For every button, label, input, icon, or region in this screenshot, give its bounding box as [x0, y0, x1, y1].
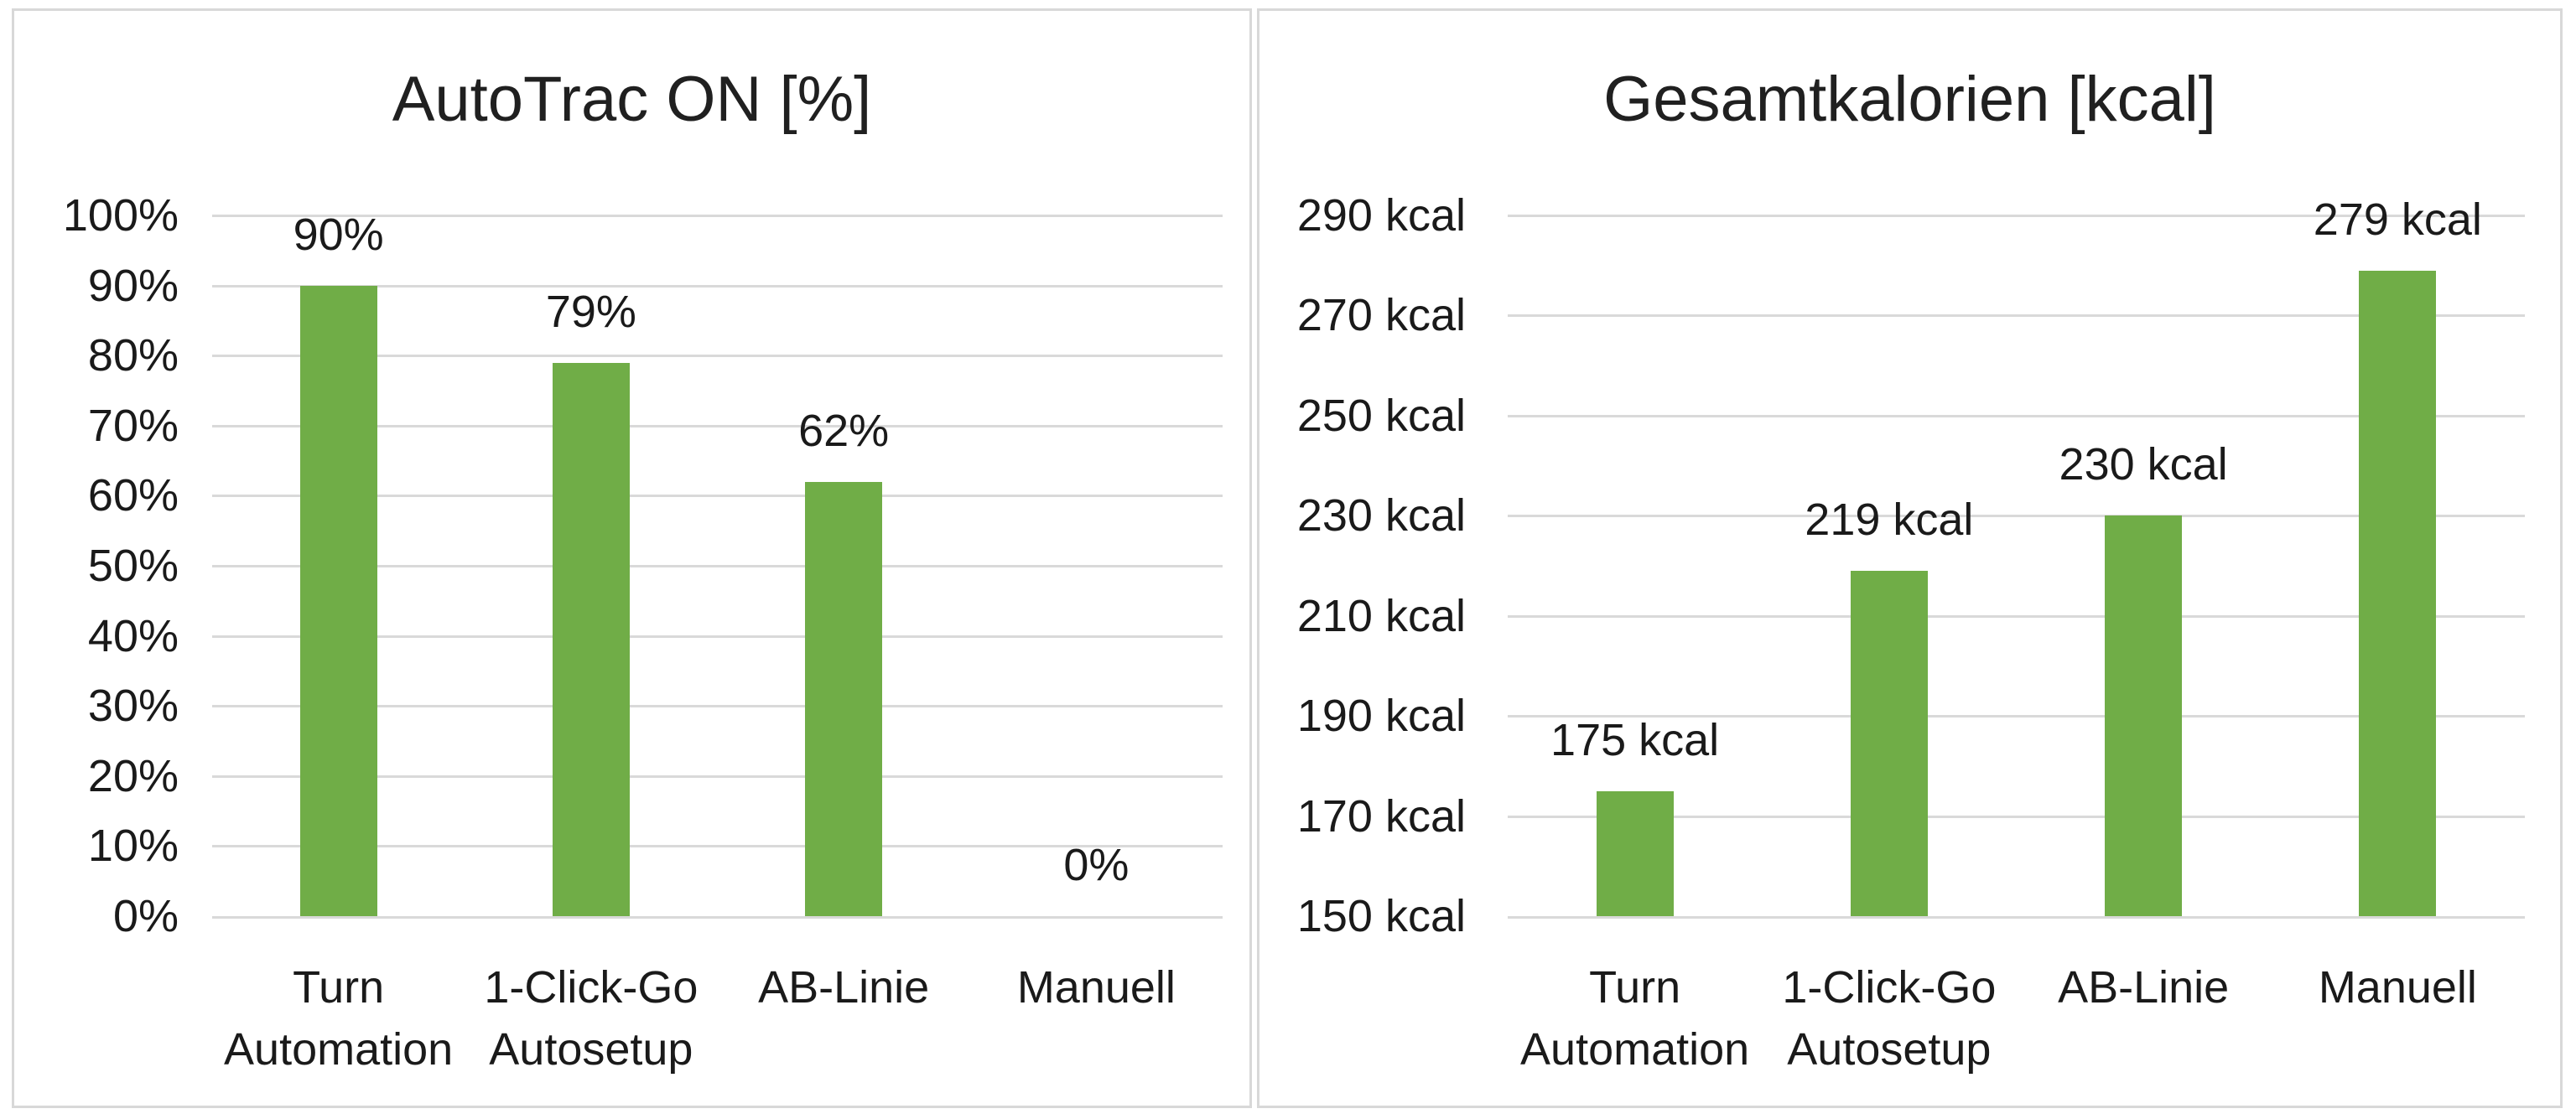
- autotrac-chart: 100% 90% 80% 70% 60% 50% 40% 30% 20% 10% 0% 90% 79%…: [14, 11, 1249, 1106]
- gridline: [212, 355, 1223, 358]
- gesamtkalorien-chart: 290 kcal 270 kcal 250 kcal 230 kcal 210 kcal…: [1259, 11, 2560, 1106]
- gridline: [212, 495, 1223, 498]
- x-category-line: Automation: [1520, 1024, 1750, 1075]
- x-category-line: Automation: [224, 1024, 454, 1075]
- bar-value-label: 175 kcal: [1550, 714, 1720, 765]
- x-category-label: 1-Click-Go Autosetup: [1782, 956, 1996, 1080]
- x-category-line: Turn: [293, 962, 385, 1013]
- y-tick-label: 30%: [87, 681, 179, 732]
- x-category-label: Manuell: [2319, 956, 2477, 1018]
- bar-value-label: 219 kcal: [1805, 494, 1974, 545]
- x-category-label: Turn Automation: [224, 956, 453, 1080]
- y-axis: 100% 90% 80% 70% 60% 50% 40% 30% 20% 10% 0%: [14, 190, 179, 941]
- x-category-line: 1-Click-Go: [1782, 962, 1997, 1013]
- plot-area: 175 kcal 219 kcal 230 kcal 279 kcal: [1508, 194, 2525, 919]
- y-tick-label: 270 kcal: [1296, 290, 1466, 341]
- gridline: [1508, 614, 2525, 618]
- bar-1-click-go-autosetup: [552, 362, 630, 916]
- gridline: [212, 565, 1223, 567]
- y-tick-label: 210 kcal: [1296, 590, 1466, 641]
- bar-turn-automation: [299, 285, 377, 916]
- x-category-line: Manuell: [2318, 962, 2477, 1013]
- x-category-line: Autosetup: [1787, 1024, 1992, 1075]
- bar-turn-automation: [1596, 790, 1674, 916]
- bar-value-label: 0%: [1063, 840, 1130, 890]
- y-tick-label: 80%: [87, 330, 179, 381]
- gridline: [1508, 515, 2525, 518]
- x-category-label: AB-Linie: [758, 956, 929, 1018]
- y-tick-label: 70%: [87, 400, 179, 451]
- bar-ab-linie: [2105, 515, 2183, 916]
- y-tick-label: 250 kcal: [1296, 390, 1466, 441]
- y-tick-label: 150 kcal: [1296, 891, 1466, 941]
- y-axis: 290 kcal 270 kcal 250 kcal 230 kcal 210 kcal…: [1259, 190, 1466, 941]
- bar-manuell: [2359, 270, 2437, 916]
- x-category-line: Manuell: [1016, 962, 1176, 1013]
- bar-value-label: 279 kcal: [2313, 194, 2482, 245]
- y-tick-label: 10%: [87, 821, 179, 872]
- x-category-line: 1-Click-Go: [484, 962, 699, 1013]
- y-tick-label: 0%: [112, 891, 179, 941]
- x-category-line: AB-Linie: [758, 962, 930, 1013]
- y-tick-label: 50%: [87, 541, 179, 591]
- y-tick-label: 100%: [62, 190, 179, 241]
- x-category-label: Turn Automation: [1520, 956, 1749, 1080]
- gridline: [212, 845, 1223, 848]
- gridline: [212, 774, 1223, 778]
- gridline: [212, 705, 1223, 708]
- x-category-label: 1-Click-Go Autosetup: [484, 956, 698, 1080]
- gridline: [1508, 815, 2525, 818]
- gridline: [1508, 715, 2525, 718]
- x-category-label: AB-Linie: [2058, 956, 2229, 1018]
- y-tick-label: 190 kcal: [1296, 691, 1466, 742]
- x-category-label: Manuell: [1017, 956, 1176, 1018]
- bar-value-label: 62%: [798, 405, 890, 456]
- gesamtkalorien-chart-title: Gesamtkalorien [kcal]: [1603, 64, 2216, 135]
- x-category-line: Autosetup: [489, 1024, 693, 1075]
- bar-value-label: 230 kcal: [2059, 439, 2228, 490]
- gridline: [212, 284, 1223, 288]
- x-category-line: Turn: [1589, 962, 1681, 1013]
- gridline: [212, 635, 1223, 638]
- gridline: [1508, 314, 2525, 318]
- y-tick-label: 90%: [87, 260, 179, 311]
- autotrac-chart-title: AutoTrac ON [%]: [392, 64, 872, 135]
- y-tick-label: 40%: [87, 610, 179, 661]
- autotrac-chart-panel: AutoTrac ON [%] 100% 90% 80% 70% 60% 50% 40% 30…: [12, 8, 1252, 1108]
- y-tick-label: 20%: [87, 750, 179, 801]
- gridline: [1508, 414, 2525, 417]
- bar-value-label: 90%: [293, 209, 384, 260]
- y-tick-label: 290 kcal: [1296, 190, 1466, 241]
- x-category-line: AB-Linie: [2058, 962, 2230, 1013]
- bar-ab-linie: [805, 481, 883, 916]
- plot-area: 90% 79% 62% 0%: [212, 210, 1223, 919]
- gridline: [212, 424, 1223, 427]
- gesamtkalorien-chart-panel: Gesamtkalorien [kcal] 290 kcal 270 kcal 25…: [1257, 8, 2563, 1108]
- bar-value-label: 79%: [545, 286, 636, 337]
- y-tick-label: 170 kcal: [1296, 790, 1466, 842]
- gridline: [1508, 215, 2525, 217]
- y-tick-label: 60%: [87, 470, 179, 521]
- y-tick-label: 230 kcal: [1296, 490, 1466, 541]
- gridline: [212, 215, 1223, 217]
- bar-1-click-go-autosetup: [1850, 570, 1928, 916]
